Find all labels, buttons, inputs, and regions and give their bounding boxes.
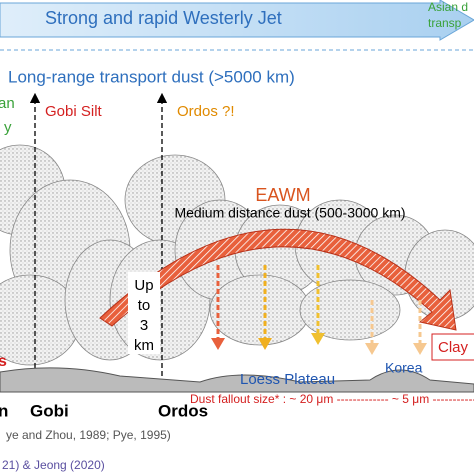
reference: ye and Zhou, 1989; Pye, 1995): [6, 428, 171, 442]
long-range-label: Long-range transport dust (>5000 km): [8, 67, 295, 86]
place-label: Loess Plateau: [240, 371, 335, 388]
fallout-label: Dust fallout size* : ~ 20 μm -----------…: [190, 392, 474, 406]
source-label: Gobi Silt: [45, 103, 103, 120]
height-text: 3: [140, 317, 148, 334]
cropped-text: an: [0, 95, 15, 112]
eawm-arrow: [99, 228, 457, 331]
height-text: Up: [134, 277, 153, 294]
corner-text: Asian d: [428, 0, 468, 14]
fallout-arrows: [211, 265, 427, 355]
bottom-label: Gobi: [30, 401, 69, 420]
place-label: Clay: [438, 339, 469, 356]
jet-arrow: [0, 0, 474, 41]
corner-text: transp: [428, 16, 462, 30]
bottom-label: n: [0, 401, 8, 420]
place-label: Korea: [385, 360, 423, 376]
source-label: Ordos ?!: [177, 103, 235, 120]
height-text: km: [134, 337, 154, 354]
height-text: to: [138, 297, 151, 314]
height-box: [128, 272, 160, 354]
eawm-title: EAWM: [255, 185, 310, 205]
eawm-subtitle: Medium distance dust (500-3000 km): [174, 205, 405, 221]
ground: [0, 367, 474, 393]
cropped-text: y: [4, 119, 12, 136]
jet-title: Strong and rapid Westerly Jet: [45, 8, 282, 28]
bottom-label: Ordos: [158, 401, 208, 420]
dust-clouds: [0, 144, 474, 366]
clay-box: [431, 333, 474, 361]
cropped-text: s: [0, 353, 7, 370]
reference: 21) & Jeong (2020): [2, 458, 105, 472]
